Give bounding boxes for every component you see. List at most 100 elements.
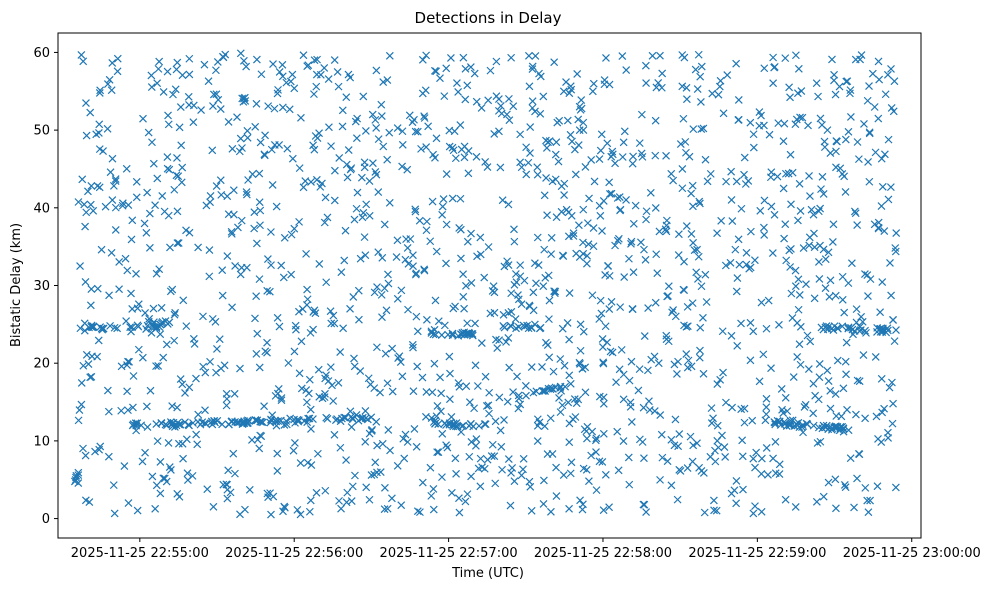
data-point <box>188 471 197 480</box>
data-point <box>462 281 470 290</box>
data-point <box>201 368 210 377</box>
data-point <box>517 163 526 172</box>
data-point <box>581 163 590 171</box>
data-point <box>275 67 284 76</box>
data-point <box>309 415 317 423</box>
data-point <box>110 323 119 332</box>
data-point <box>242 62 251 71</box>
data-point <box>476 454 485 463</box>
data-point <box>474 464 483 473</box>
data-point <box>278 60 287 69</box>
data-point <box>829 326 838 334</box>
data-point <box>868 69 877 78</box>
data-point <box>108 196 117 204</box>
data-point <box>514 323 523 331</box>
data-point <box>208 420 217 429</box>
data-point <box>302 386 311 394</box>
data-point <box>480 273 489 282</box>
data-point <box>864 292 872 301</box>
data-point <box>385 128 394 137</box>
data-point <box>662 331 671 340</box>
data-point <box>551 287 560 296</box>
data-point <box>123 387 132 396</box>
data-point <box>796 207 805 215</box>
data-point <box>323 213 332 222</box>
data-point <box>767 364 775 373</box>
data-point <box>547 250 556 259</box>
data-point <box>643 366 652 375</box>
data-point <box>342 160 351 169</box>
data-point <box>640 454 648 463</box>
data-point <box>678 82 687 91</box>
data-point <box>229 210 238 219</box>
data-point <box>448 329 457 338</box>
data-point <box>476 233 485 242</box>
data-point <box>222 480 231 489</box>
data-point <box>226 488 235 497</box>
data-point <box>283 144 292 153</box>
data-point <box>674 230 683 239</box>
data-point <box>236 270 245 279</box>
data-point <box>676 140 685 148</box>
data-point <box>891 483 900 492</box>
data-point <box>80 326 89 335</box>
data-point <box>576 496 584 505</box>
data-point <box>556 355 565 363</box>
data-point <box>463 319 472 328</box>
data-point <box>521 381 530 390</box>
data-point <box>814 258 823 266</box>
data-point <box>250 224 259 233</box>
data-point <box>840 308 849 317</box>
data-point <box>103 386 112 395</box>
data-point <box>209 90 218 99</box>
data-point <box>185 383 194 392</box>
data-point <box>504 261 513 269</box>
data-point <box>718 431 726 440</box>
data-point <box>413 327 422 336</box>
data-point <box>793 352 802 361</box>
data-point <box>671 415 680 424</box>
data-point <box>310 145 319 154</box>
data-point <box>856 55 865 64</box>
data-point <box>312 82 321 91</box>
data-point <box>211 317 220 326</box>
data-point <box>566 379 575 388</box>
data-point <box>307 461 316 469</box>
data-point <box>809 379 818 388</box>
data-point <box>714 90 723 99</box>
data-point <box>296 459 305 468</box>
data-point <box>513 372 521 381</box>
data-point <box>599 506 608 515</box>
data-point <box>544 271 553 280</box>
data-point <box>365 429 374 438</box>
data-point <box>94 336 103 345</box>
data-point <box>336 443 345 452</box>
data-point <box>775 460 784 469</box>
data-point <box>240 93 249 102</box>
data-point <box>147 71 156 80</box>
data-point <box>713 229 722 238</box>
data-point <box>806 192 814 200</box>
data-point <box>256 417 265 426</box>
data-point <box>595 201 604 210</box>
data-point <box>428 388 437 397</box>
data-point <box>252 99 261 108</box>
data-point <box>667 169 676 178</box>
data-point <box>535 324 544 333</box>
data-point <box>107 86 116 95</box>
data-point <box>738 452 747 461</box>
data-point <box>348 415 357 424</box>
data-point <box>336 348 345 356</box>
data-point <box>577 96 586 105</box>
data-point <box>877 438 886 446</box>
data-point <box>400 454 409 463</box>
data-point <box>540 191 549 200</box>
data-point <box>850 503 858 512</box>
data-point <box>707 404 716 413</box>
data-point <box>541 387 550 395</box>
data-point <box>582 465 591 474</box>
data-point <box>727 489 736 498</box>
data-point <box>472 152 481 161</box>
data-point <box>639 403 648 412</box>
data-point <box>829 220 838 229</box>
